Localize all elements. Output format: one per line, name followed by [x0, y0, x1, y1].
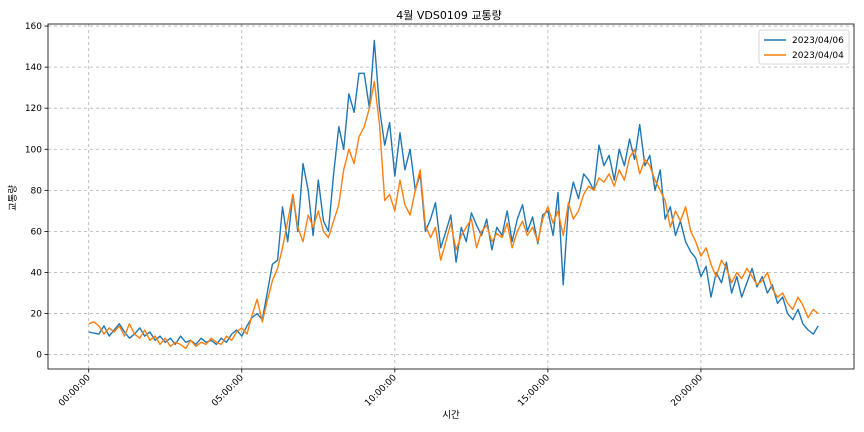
y-tick-label: 140: [25, 63, 42, 73]
legend: 2023/04/06 2023/04/04: [758, 29, 850, 65]
x-axis-ticks: 00:00:00 05:00:00 10:00:00 15:00:00 20:00:00: [57, 369, 705, 409]
y-tick-label: 60: [31, 227, 43, 237]
y-tick-label: 120: [25, 104, 42, 114]
y-tick-label: 80: [31, 186, 43, 196]
y-axis-label: 교통량: [7, 185, 19, 211]
plot-frame: [47, 23, 855, 370]
x-tick-label: 00:00:00: [57, 373, 93, 409]
legend-label-series-2: 2023/04/04: [792, 51, 844, 61]
x-axis-label: 시간: [442, 410, 460, 421]
y-tick-label: 40: [31, 268, 43, 278]
x-tick-label: 20:00:00: [669, 373, 705, 409]
series-line-1: [88, 39, 819, 346]
series-line-2: [88, 80, 819, 350]
y-tick-label: 0: [36, 351, 42, 361]
legend-label-series-1: 2023/04/06: [792, 36, 844, 46]
grid-lines: [48, 24, 854, 369]
x-tick-label: 10:00:00: [363, 373, 399, 409]
series-layer: [88, 39, 819, 350]
x-tick-label: 15:00:00: [516, 373, 552, 409]
y-tick-label: 160: [25, 22, 42, 32]
y-axis-ticks: 0 20 40 60 80 100 120 140 160: [25, 22, 48, 361]
y-tick-label: 20: [31, 310, 43, 320]
x-tick-label: 05:00:00: [210, 373, 246, 409]
y-tick-label: 100: [25, 145, 42, 155]
chart-title: 4월 VDS0109 교통량: [396, 9, 501, 22]
